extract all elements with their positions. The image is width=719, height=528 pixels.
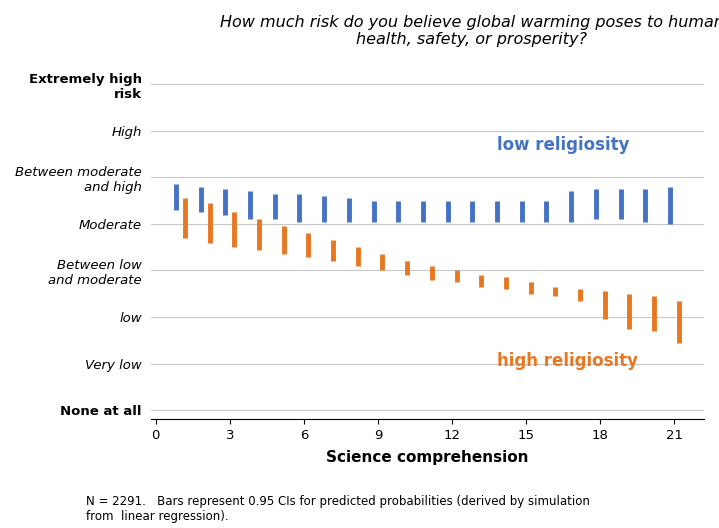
Text: N = 2291.   Bars represent 0.95 CIs for predicted probabilities (derived by simu: N = 2291. Bars represent 0.95 CIs for pr… bbox=[86, 495, 590, 523]
Text: high religiosity: high religiosity bbox=[497, 352, 638, 370]
Title: How much risk do you believe global warming poses to human
health, safety, or pr: How much risk do you believe global warm… bbox=[220, 15, 719, 48]
X-axis label: Science comprehension: Science comprehension bbox=[326, 450, 528, 466]
Text: low religiosity: low religiosity bbox=[497, 136, 629, 154]
